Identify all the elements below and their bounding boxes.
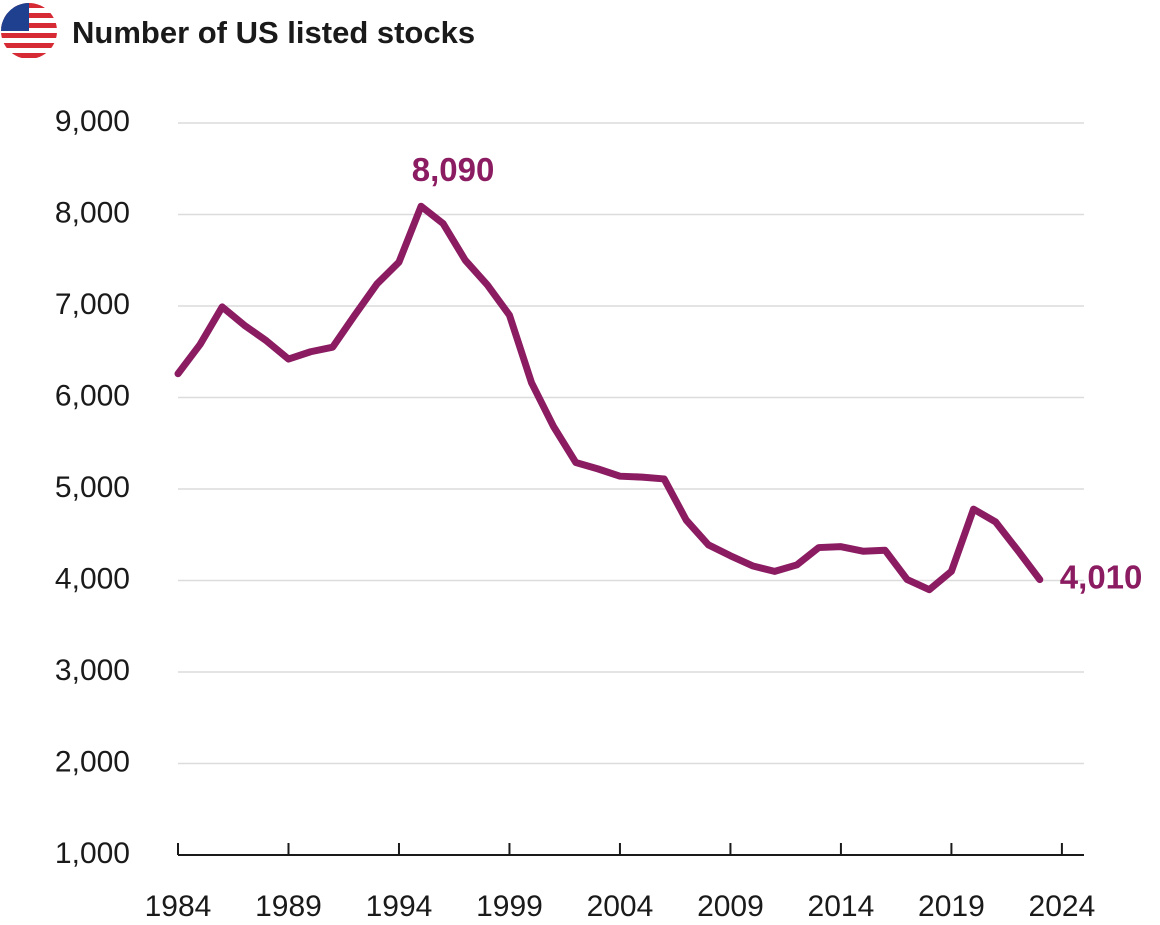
y-tick-label: 8,000 [55, 196, 130, 229]
x-tick-label: 2009 [697, 890, 764, 923]
y-tick-label: 3,000 [55, 654, 130, 687]
data-line [174, 202, 1044, 594]
chart-title: Number of US listed stocks [72, 15, 475, 50]
x-tick-label: 1994 [366, 890, 433, 923]
y-tick-label: 9,000 [55, 105, 130, 138]
x-tick-label: 1999 [476, 890, 543, 923]
x-tick-label: 2004 [587, 890, 654, 923]
x-tick-label: 2019 [918, 890, 985, 923]
x-tick-label: 2024 [1029, 890, 1096, 923]
y-tick-label: 2,000 [55, 745, 130, 778]
y-tick-label: 5,000 [55, 471, 130, 504]
y-tick-label: 6,000 [55, 379, 130, 412]
value-label: 8,090 [412, 151, 495, 188]
x-tick-label: 1989 [255, 890, 322, 923]
value-label: 4,010 [1060, 558, 1143, 595]
flag-icon [1, 3, 57, 59]
y-tick-label: 7,000 [55, 288, 130, 321]
x-tick-label: 1984 [145, 890, 212, 923]
y-tick-label: 1,000 [55, 837, 130, 870]
y-tick-label: 4,000 [55, 562, 130, 595]
x-tick-label: 2014 [808, 890, 875, 923]
